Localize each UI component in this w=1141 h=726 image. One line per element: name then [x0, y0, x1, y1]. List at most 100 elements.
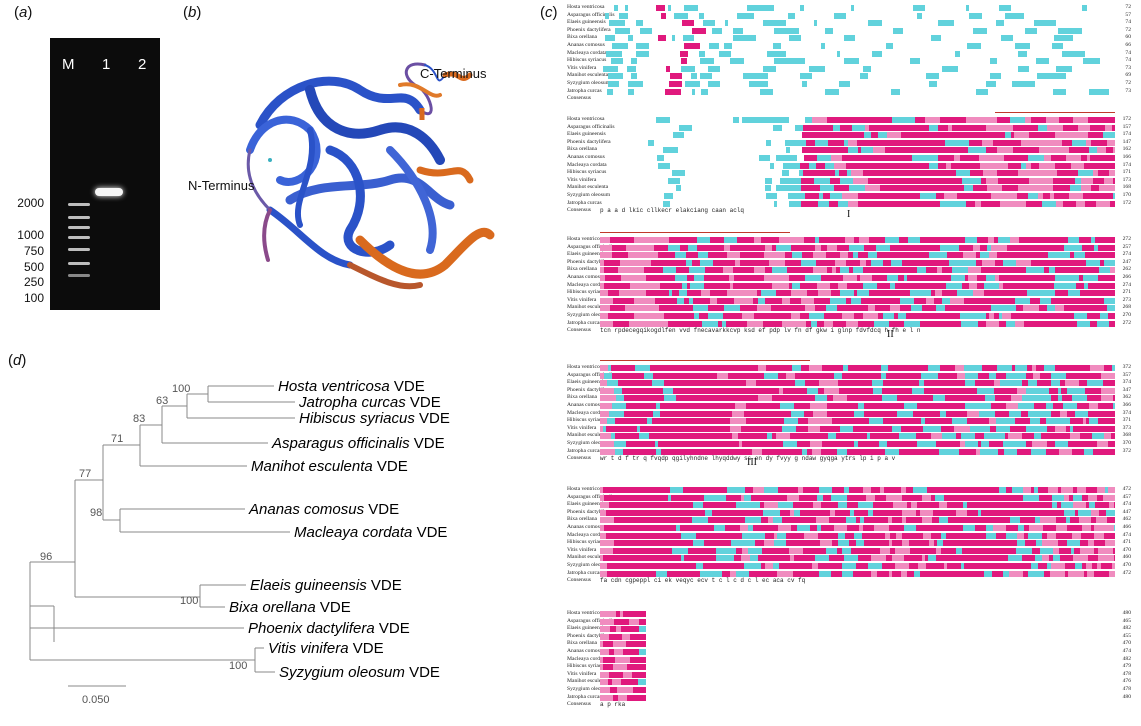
- alignment-segment: [679, 290, 687, 297]
- alignment-segment: [996, 418, 1000, 425]
- alignment-segment: [999, 282, 1003, 289]
- alignment-segment: [600, 43, 612, 49]
- alignment-segment: [1114, 555, 1115, 562]
- alignment-segment: [835, 410, 843, 417]
- alignment-segment: [920, 58, 933, 64]
- alignment-segment: [732, 132, 747, 138]
- species-name: Bixa orellana: [567, 394, 597, 401]
- alignment-segment: [864, 89, 874, 95]
- alignment-segment: [949, 532, 959, 539]
- alignment-segment: [908, 237, 920, 243]
- alignment-segment: [807, 200, 813, 207]
- alignment-segment: [750, 502, 760, 509]
- alignment-segment: [923, 237, 934, 243]
- alignment-segment: [686, 259, 692, 266]
- alignment-segment: [1029, 58, 1036, 64]
- alignment-segment: [666, 275, 675, 281]
- alignment-segment: [704, 275, 719, 281]
- c-terminus-label: C-Terminus: [420, 66, 487, 81]
- alignment-segment: [862, 193, 877, 199]
- alignment-segment: [799, 395, 815, 402]
- alignment-segment: [863, 81, 877, 87]
- alignment-segment: [817, 494, 823, 501]
- alignment-segment: [1021, 139, 1034, 146]
- alignment-segment: [623, 73, 631, 79]
- alignment-segment: [892, 81, 899, 87]
- alignment-segment: [1104, 425, 1115, 432]
- alignment-segment: [1062, 185, 1070, 192]
- alignment-segment: [951, 89, 963, 95]
- alignment-segment: [1091, 525, 1094, 531]
- alignment-segment: [825, 66, 832, 72]
- alignment-segment: [1107, 410, 1112, 417]
- alignment-segment: [621, 517, 628, 524]
- alignment-segment: [766, 555, 779, 562]
- species-name: Hibiscus syriacus: [567, 57, 607, 64]
- alignment-segment: [939, 517, 948, 524]
- alignment-segment: [909, 244, 924, 251]
- alignment-segment: [829, 20, 842, 26]
- alignment-segment: [621, 305, 625, 312]
- alignment-segment: [692, 27, 706, 34]
- alignment-segment: [975, 525, 986, 531]
- alignment-segment: [792, 155, 797, 161]
- domain-region-label: II: [887, 329, 894, 340]
- alignment-segment: [907, 259, 912, 266]
- alignment-segment: [668, 177, 680, 184]
- alignment-segment: [802, 252, 807, 259]
- alignment-segment: [686, 372, 693, 379]
- alignment-segment: [692, 517, 708, 524]
- alignment-segment: [939, 525, 942, 531]
- alignment-segment: [749, 372, 764, 379]
- alignment-segment: [1030, 5, 1040, 11]
- alignment-segment: [608, 365, 611, 371]
- alignment-segment: [843, 410, 854, 417]
- alignment-segment: [865, 124, 869, 131]
- alignment-segment: [625, 525, 630, 531]
- alignment-segment: [1055, 162, 1071, 169]
- alignment-segment: [613, 694, 618, 701]
- alignment-segment: [608, 117, 618, 123]
- alignment-segment: [1031, 162, 1039, 169]
- alignment-segment: [967, 305, 974, 312]
- alignment-segment: [887, 290, 900, 297]
- alignment-segment: [600, 509, 606, 516]
- alignment-segment: [961, 563, 964, 569]
- alignment-segment: [894, 58, 907, 64]
- alignment-segment: [609, 671, 623, 678]
- alignment-segment: [723, 297, 731, 304]
- alignment-segment: [610, 687, 617, 693]
- alignment-segment: [861, 297, 869, 304]
- alignment-segment: [607, 418, 615, 425]
- alignment-segment: [851, 380, 867, 387]
- alignment-segment: [890, 380, 901, 387]
- alignment-segment: [987, 494, 998, 501]
- alignment-segment: [666, 425, 672, 432]
- alignment-segment: [1088, 494, 1097, 501]
- alignment-segment: [828, 58, 844, 64]
- alignment-segment: [712, 27, 722, 34]
- alignment-segment: [849, 117, 861, 123]
- alignment-segment: [637, 73, 650, 79]
- alignment-segment: [734, 555, 741, 562]
- alignment-segment: [652, 425, 666, 432]
- alignment-segment: [825, 162, 834, 169]
- sequence-row: [600, 687, 646, 693]
- species-name: Ananas comosus: [567, 402, 605, 408]
- alignment-segment: [994, 28, 1009, 34]
- alignment-segment: [768, 403, 776, 409]
- alignment-segment: [864, 410, 875, 417]
- alignment-segment: [832, 540, 835, 547]
- alignment-segment: [687, 58, 700, 64]
- alignment-segment: [1006, 532, 1017, 539]
- alignment-segment: [676, 540, 688, 547]
- alignment-segment: [769, 259, 775, 266]
- alignment-segment: [765, 532, 774, 539]
- alignment-segment: [777, 570, 793, 577]
- alignment-segment: [878, 425, 892, 432]
- alignment-segment: [1083, 267, 1090, 274]
- alignment-segment: [630, 282, 640, 289]
- alignment-segment: [610, 237, 626, 243]
- alignment-segment: [931, 147, 947, 154]
- alignment-segment: [921, 200, 928, 207]
